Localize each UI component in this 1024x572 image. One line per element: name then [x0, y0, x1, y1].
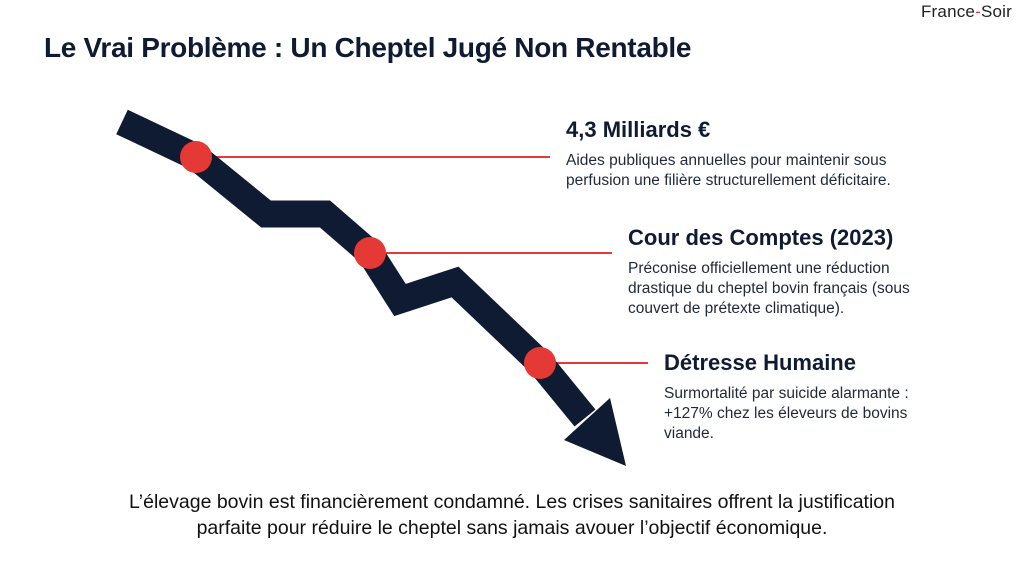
marker-dot-1 [180, 141, 212, 173]
callout-human-distress: Détresse Humaine Surmortalité par suicid… [664, 350, 984, 444]
callout-cour-des-comptes: Cour des Comptes (2023) Préconise offici… [628, 225, 988, 319]
callout-human-distress-text: Surmortalité par suicide alarmante : +12… [664, 384, 984, 444]
callout-human-distress-line-3: viande. [664, 425, 714, 442]
callout-cour-des-comptes-line-3: couvert de prétexte climatique). [628, 300, 845, 317]
brand-logo: France-Soir [921, 2, 1012, 22]
callout-human-distress-heading: Détresse Humaine [664, 350, 856, 375]
callout-subsidies-line-2: perfusion une filière structurellement d… [566, 172, 891, 189]
conclusion-text: L’élevage bovin est financièrement conda… [60, 489, 964, 541]
marker-dot-3 [524, 347, 556, 379]
brand-name-part2: Soir [980, 2, 1012, 21]
callout-subsidies: 4,3 Milliards € Aides publiques annuelle… [566, 117, 986, 191]
callout-cour-des-comptes-line-1: Préconise officiellement une réduction [628, 260, 890, 277]
conclusion-line-1: L’élevage bovin est financièrement conda… [129, 491, 895, 513]
brand-dash: - [975, 2, 981, 21]
callout-subsidies-heading: 4,3 Milliards € [566, 117, 711, 142]
callout-subsidies-line-1: Aides publiques annuelles pour maintenir… [566, 152, 887, 169]
callout-cour-des-comptes-heading: Cour des Comptes (2023) [628, 225, 894, 250]
marker-dot-2 [354, 237, 386, 269]
callout-human-distress-line-1: Surmortalité par suicide alarmante : [664, 385, 909, 402]
callout-human-distress-line-2: +127% chez les éleveurs de bovins [664, 405, 908, 422]
conclusion-line-2: parfaite pour réduire le cheptel sans ja… [196, 517, 828, 539]
callout-subsidies-text: Aides publiques annuelles pour maintenir… [566, 151, 986, 191]
callout-cour-des-comptes-line-2: drastique du cheptel bovin français (sou… [628, 280, 910, 297]
brand-name-part1: France [920, 2, 976, 21]
callout-cour-des-comptes-text: Préconise officiellement une réduction d… [628, 259, 988, 319]
declining-arrow-head [564, 398, 626, 466]
page-title: Le Vrai Problème : Un Cheptel Jugé Non R… [44, 32, 692, 63]
